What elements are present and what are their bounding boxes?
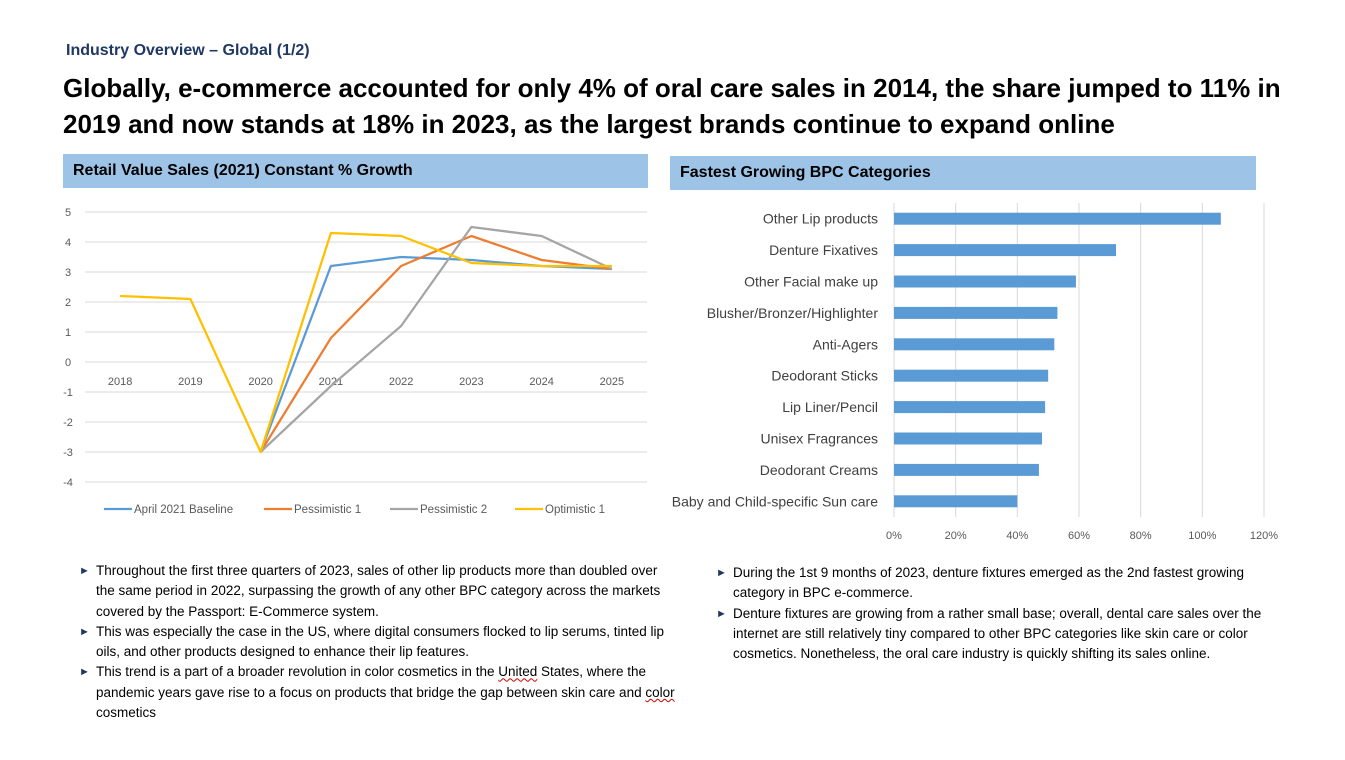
category-label: Unisex Fragrances xyxy=(761,431,879,447)
x-tick-label: 100% xyxy=(1188,530,1216,542)
y-tick-label: 3 xyxy=(65,267,71,279)
y-tick-label: 5 xyxy=(65,207,71,219)
bullet-text: Throughout the first three quarters of 2… xyxy=(96,563,661,619)
y-tick-label: 1 xyxy=(65,327,71,339)
category-label: Other Lip products xyxy=(763,211,878,227)
list-item: ► This trend is a part of a broader revol… xyxy=(79,662,679,723)
legend-label: Optimistic 1 xyxy=(545,504,605,516)
x-tick-label: 2019 xyxy=(178,376,202,388)
bar xyxy=(894,306,1058,319)
x-tick-label: 2022 xyxy=(389,376,413,388)
legend-label: April 2021 Baseline xyxy=(134,504,233,516)
y-tick-label: -1 xyxy=(63,387,73,399)
category-label: Lip Liner/Pencil xyxy=(782,399,878,415)
section-kicker: Industry Overview – Global (1/2) xyxy=(66,42,310,59)
bar xyxy=(894,338,1055,351)
list-item: ► During the 1st 9 months of 2023, dentur… xyxy=(716,563,1286,604)
x-tick-label: 2020 xyxy=(248,376,272,388)
bullet-text: This was especially the case in the US, … xyxy=(96,623,665,660)
legend-label: Pessimistic 2 xyxy=(420,504,487,516)
y-tick-label: -4 xyxy=(63,477,73,489)
bullet-arrow-icon: ► xyxy=(716,567,727,579)
line-chart-title: Retail Value Sales (2021) Constant % Gro… xyxy=(63,154,648,188)
x-tick-label: 2025 xyxy=(600,376,624,388)
bar xyxy=(894,432,1042,445)
list-item: ► This was especially the case in the US,… xyxy=(79,622,679,663)
y-tick-label: -2 xyxy=(63,417,73,429)
x-tick-label: 120% xyxy=(1250,530,1278,542)
category-label: Blusher/Bronzer/Highlighter xyxy=(707,305,879,321)
x-tick-label: 60% xyxy=(1068,530,1090,542)
bullet-arrow-icon: ► xyxy=(79,565,90,577)
x-tick-label: 0% xyxy=(886,530,902,542)
list-item: ► Denture fixtures are growing from a rat… xyxy=(716,604,1286,665)
bar xyxy=(894,369,1049,382)
bullet-text: During the 1st 9 months of 2023, denture… xyxy=(733,565,1245,601)
x-tick-label: 2018 xyxy=(108,376,132,388)
bar xyxy=(894,401,1046,414)
bullet-text: Denture fixtures are growing from a rath… xyxy=(733,605,1262,662)
legend-label: Pessimistic 1 xyxy=(294,504,361,516)
y-tick-label: 4 xyxy=(65,237,71,249)
category-label: Baby and Child-specific Sun care xyxy=(672,493,878,509)
list-item: ► Throughout the first three quarters of … xyxy=(79,561,679,622)
x-tick-label: 2024 xyxy=(529,376,553,388)
x-tick-label: 80% xyxy=(1130,530,1152,542)
x-tick-label: 2021 xyxy=(319,376,343,388)
bar xyxy=(894,495,1018,508)
bullet-text: This trend is a part of a broader revolu… xyxy=(96,664,675,721)
series-line xyxy=(259,234,613,453)
right-bullet-list: ► During the 1st 9 months of 2023, dentur… xyxy=(716,563,1286,664)
bullet-arrow-icon: ► xyxy=(79,625,90,638)
x-tick-label: 2023 xyxy=(459,376,483,388)
x-tick-label: 20% xyxy=(945,530,967,542)
series-line xyxy=(120,231,612,454)
page-headline: Globally, e-commerce accounted for only … xyxy=(63,73,1281,139)
category-label: Other Facial make up xyxy=(744,274,878,290)
bar xyxy=(894,212,1221,225)
category-label: Deodorant Sticks xyxy=(771,368,878,384)
y-tick-label: -3 xyxy=(63,447,73,459)
y-tick-label: 0 xyxy=(65,357,71,369)
bar xyxy=(894,463,1039,476)
bar xyxy=(894,244,1116,257)
bar xyxy=(894,275,1076,288)
x-tick-label: 40% xyxy=(1006,530,1028,542)
category-label: Anti-Agers xyxy=(813,336,878,352)
y-tick-label: 2 xyxy=(65,297,71,309)
series-line xyxy=(259,225,613,453)
bar-chart-title: Fastest Growing BPC Categories xyxy=(670,156,1256,190)
bullet-arrow-icon: ► xyxy=(79,666,90,679)
left-bullet-list: ► Throughout the first three quarters of … xyxy=(79,561,679,723)
category-label: Denture Fixatives xyxy=(769,242,878,258)
category-label: Deodorant Creams xyxy=(760,462,878,478)
bullet-arrow-icon: ► xyxy=(716,607,727,620)
